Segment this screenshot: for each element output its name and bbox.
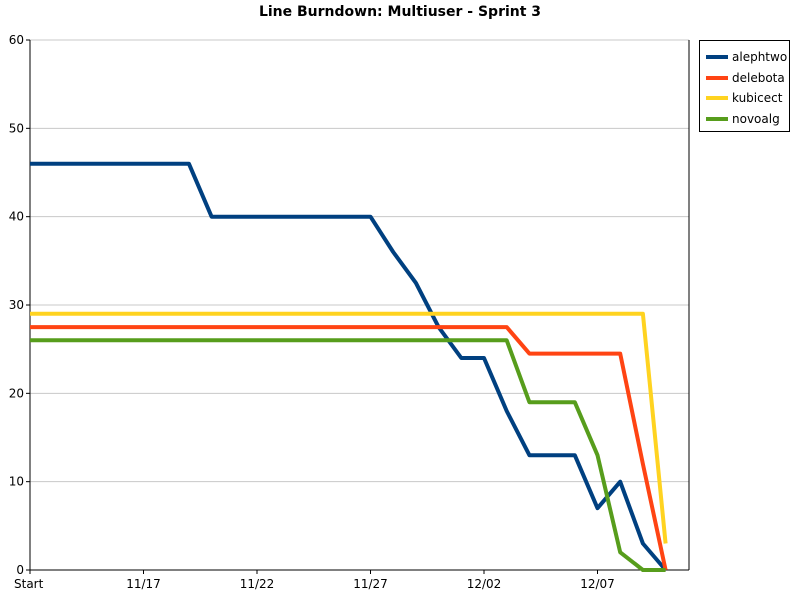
y-tick-label: 50 bbox=[9, 121, 24, 135]
x-tick-label: 11/27 bbox=[353, 577, 388, 591]
legend: alephtwo delebota kubicect novoalg bbox=[699, 40, 790, 132]
legend-item: delebota bbox=[706, 68, 789, 89]
y-tick-label: 0 bbox=[16, 563, 24, 577]
series-lines bbox=[30, 161, 668, 572]
x-tick-label: Start bbox=[14, 577, 44, 591]
x-tick-label: 12/07 bbox=[580, 577, 615, 591]
series-line-delebota bbox=[30, 325, 668, 571]
legend-label: novoalg bbox=[732, 111, 780, 126]
y-tick-label: 40 bbox=[9, 210, 24, 224]
series-line-alephtwo bbox=[30, 161, 668, 572]
legend-item: novoalg bbox=[706, 109, 789, 130]
y-tick-label: 10 bbox=[9, 475, 24, 489]
legend-swatch bbox=[706, 116, 728, 121]
x-tick-label: 11/22 bbox=[240, 577, 275, 591]
tick-labels: 0 10 20 30 40 50 60 Start 11/17 11/22 11/27 12/02 12… bbox=[9, 33, 615, 591]
legend-label: kubicect bbox=[732, 91, 783, 106]
y-tick-label: 20 bbox=[9, 386, 24, 400]
legend-item: alephtwo bbox=[706, 47, 789, 68]
grid-lines bbox=[30, 39, 689, 483]
legend-swatch bbox=[706, 75, 728, 80]
legend-item: kubicect bbox=[706, 88, 789, 109]
x-tick-label: 11/17 bbox=[126, 577, 161, 591]
y-tick-label: 60 bbox=[9, 33, 24, 47]
y-tick-label: 30 bbox=[9, 298, 24, 312]
legend-swatch bbox=[706, 55, 728, 60]
chart-title: Line Burndown: Multiuser - Sprint 3 bbox=[258, 4, 542, 20]
legend-label: alephtwo bbox=[732, 50, 788, 65]
series-line-novoalg bbox=[30, 338, 666, 572]
legend-swatch bbox=[706, 96, 728, 101]
x-tick-label: 12/02 bbox=[467, 577, 502, 591]
axes bbox=[26, 39, 690, 574]
series-line-kubicect bbox=[30, 311, 668, 544]
legend-label: delebota bbox=[732, 70, 785, 85]
